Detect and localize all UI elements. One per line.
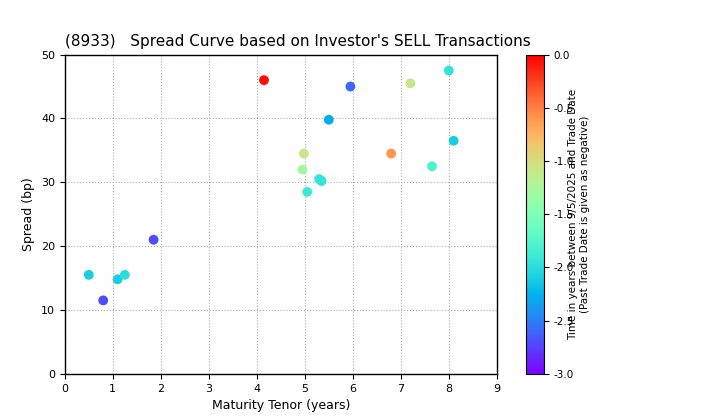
Y-axis label: Spread (bp): Spread (bp) [22, 177, 35, 251]
Point [426, 163, 438, 170]
Point [148, 236, 159, 243]
Y-axis label: Time in years between 9/5/2025 and Trade Date
(Past Trade Date is given as negat: Time in years between 9/5/2025 and Trade… [569, 89, 590, 340]
Point [112, 276, 123, 283]
Point [97, 297, 109, 304]
Point [443, 67, 454, 74]
Point [313, 176, 325, 182]
Point [119, 271, 130, 278]
Point [316, 178, 328, 184]
Point [83, 271, 94, 278]
Point [323, 116, 335, 123]
Point [405, 80, 416, 87]
Point [385, 150, 397, 157]
Point [302, 189, 313, 195]
Text: (8933)   Spread Curve based on Investor's SELL Transactions: (8933) Spread Curve based on Investor's … [65, 34, 531, 49]
Point [297, 166, 308, 173]
X-axis label: Maturity Tenor (years): Maturity Tenor (years) [212, 399, 350, 412]
Point [258, 77, 270, 84]
Point [345, 83, 356, 90]
Point [448, 137, 459, 144]
Point [298, 150, 310, 157]
